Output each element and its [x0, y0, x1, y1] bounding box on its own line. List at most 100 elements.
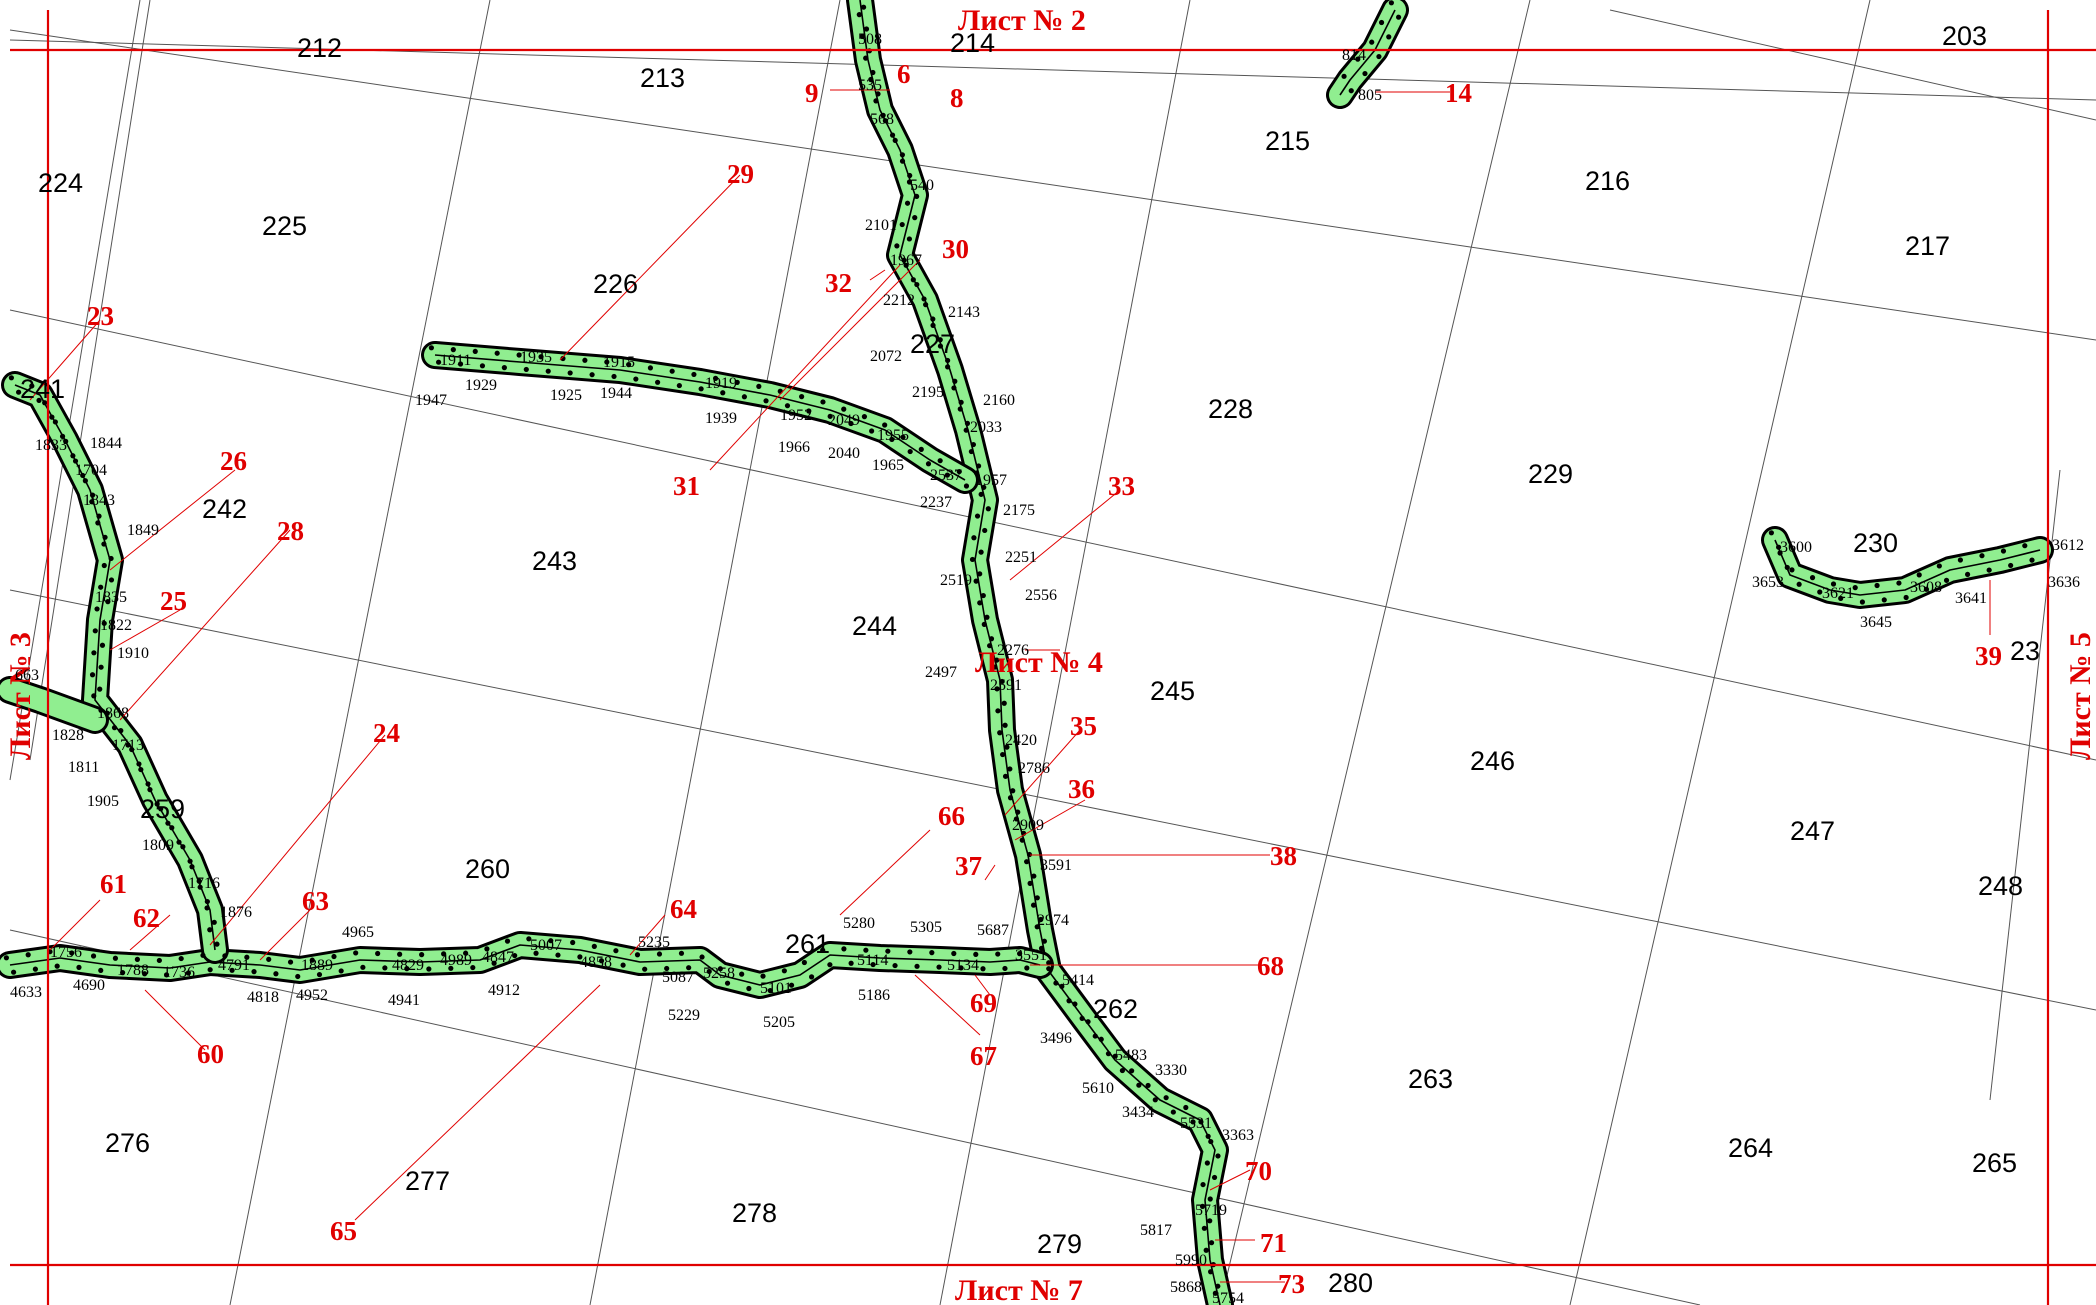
point-number: 2519 [940, 572, 972, 589]
parcel-number: 224 [38, 168, 83, 198]
point-number: 1843 [83, 492, 115, 509]
vertex-dot [981, 484, 987, 490]
vertex-dot [1034, 895, 1040, 901]
vertex-dot [96, 513, 102, 519]
vertex-dot [984, 614, 990, 620]
vertex-dot [944, 472, 950, 478]
parcel-number: 229 [1528, 459, 1573, 489]
vertex-dot [1041, 938, 1048, 944]
vertex-dot [1215, 1283, 1221, 1289]
parcel-number: 225 [262, 211, 307, 241]
red-label: 26 [220, 446, 247, 476]
vertex-dot [1136, 1082, 1142, 1088]
sheet-frame [10, 10, 2096, 1305]
point-number: 1756 [50, 944, 82, 961]
vertex-dot [978, 549, 984, 555]
vertex-dot [98, 967, 104, 974]
vertex-dot [1072, 1001, 1078, 1007]
vertex-dot [436, 359, 442, 365]
point-number: 3434 [1122, 1104, 1154, 1121]
vertex-dot [156, 957, 162, 964]
vertex-dot [120, 970, 126, 976]
red-label: 33 [1108, 471, 1135, 501]
point-number: 3621 [1822, 585, 1854, 602]
point-number: 5531 [1180, 1115, 1212, 1132]
vertex-dot [1059, 983, 1065, 989]
point-number: 3645 [1860, 614, 1892, 631]
vertex-dot [907, 172, 913, 179]
vertex-dot [76, 964, 82, 970]
vertex-dot [309, 957, 315, 963]
vertex-dot [741, 394, 748, 400]
vertex-dot [108, 555, 114, 562]
red-label: 36 [1068, 774, 1095, 804]
point-number: 2049 [828, 412, 860, 429]
point-number: 4791 [218, 957, 250, 974]
vertex-dot [94, 606, 100, 612]
vertex-dot [1024, 965, 1030, 971]
vertex-dot [545, 368, 551, 374]
parcel-number: 228 [1208, 394, 1253, 424]
point-number: 2537 [930, 467, 962, 484]
vertex-dot [207, 927, 213, 933]
vertex-dot [567, 370, 573, 376]
red-label: 30 [942, 234, 969, 264]
vertex-dot [899, 221, 905, 228]
point-number: 5205 [763, 1014, 795, 1031]
vertex-dot [691, 371, 697, 378]
vertex-dot [870, 961, 876, 968]
point-number: 1849 [127, 522, 159, 539]
parcel-number: 245 [1150, 676, 1195, 706]
vertex-dot [1024, 859, 1030, 865]
road-upper-branch [421, 341, 979, 494]
vertex-dot [1002, 773, 1009, 779]
vertex-dot [163, 972, 170, 978]
vertex-dot [861, 414, 868, 420]
vertex-dot [724, 980, 731, 986]
vertex-dot [912, 215, 918, 221]
point-number: 4829 [392, 957, 424, 974]
vertex-dot [63, 438, 69, 444]
vertex-dot [134, 956, 140, 962]
point-number: 1716 [188, 875, 220, 892]
red-label: 23 [87, 301, 114, 331]
point-number: 3641 [1955, 590, 1987, 607]
vertex-dot [222, 953, 228, 959]
vertex-dot [799, 394, 805, 400]
vertex-dot [647, 365, 654, 371]
vertex-dot [1092, 1033, 1098, 1039]
vertex-dot [1211, 1174, 1218, 1181]
vertex-dot [1386, 34, 1392, 40]
vertex-dot [11, 969, 17, 975]
vertex-dot [251, 969, 257, 975]
vertex-dot [706, 968, 712, 975]
vertex-dot [1098, 1036, 1104, 1042]
point-number: 5101 [760, 980, 792, 997]
vertex-dot [1013, 816, 1020, 822]
vertex-dot [560, 355, 566, 362]
vertex-dot [353, 950, 359, 956]
vertex-dot [848, 420, 854, 427]
point-number: 5610 [1082, 1080, 1114, 1097]
vertex-dot [763, 398, 769, 404]
vertex-dot [1776, 544, 1782, 550]
point-number: 1935 [520, 349, 552, 366]
vertex-dot [978, 491, 984, 497]
point-number: 2237 [920, 494, 952, 511]
vertex-dot [196, 878, 202, 884]
point-number: 5087 [662, 969, 694, 986]
sheet-label-center: Лист № 4 [975, 646, 1103, 679]
vertex-dot [598, 958, 605, 964]
vertex-dot [2000, 548, 2007, 554]
vertex-dot [1916, 572, 1922, 578]
point-number: 1957 [975, 472, 1007, 489]
point-number: 3551 [1015, 947, 1047, 964]
vertex-dot [1200, 1181, 1206, 1188]
parcel-number: 203 [1942, 21, 1987, 51]
vertex-dot [634, 952, 641, 958]
vertex-dot [1830, 581, 1837, 587]
vertex-dot [699, 954, 705, 960]
vertex-dot [997, 730, 1003, 736]
vertex-dot [99, 642, 106, 648]
parcel-number: 213 [640, 63, 685, 93]
